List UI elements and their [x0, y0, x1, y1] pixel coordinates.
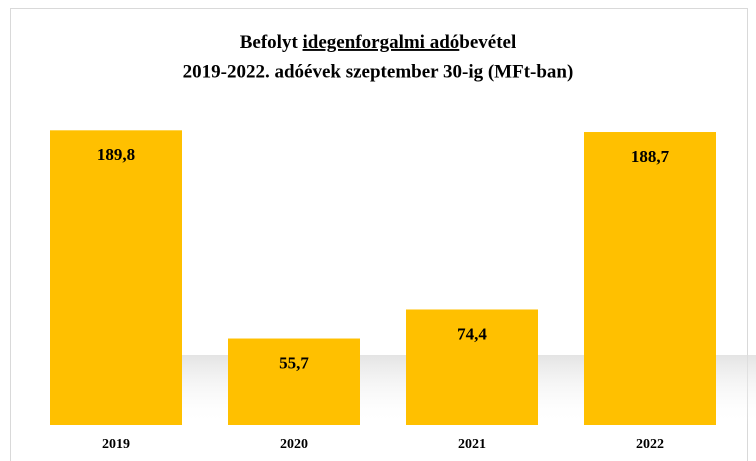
data-label: 55,7 — [279, 353, 309, 372]
bar — [50, 130, 182, 425]
x-tick-label: 2019 — [102, 437, 130, 452]
chart-title: Befolyt idegenforgalmi adóbevétel — [240, 32, 517, 53]
title-part: Befolyt — [240, 32, 303, 53]
x-tick-label: 2020 — [280, 437, 308, 452]
bar — [584, 132, 716, 425]
bar — [406, 309, 538, 425]
data-label: 74,4 — [457, 324, 487, 343]
data-label: 189,8 — [97, 145, 135, 164]
x-tick-label: 2021 — [458, 437, 486, 452]
x-tick-label: 2022 — [636, 437, 664, 452]
bar — [228, 338, 360, 425]
title-part: idegenforgalmi adó — [303, 32, 460, 53]
title-part: bevétel — [459, 32, 516, 53]
chart-subtitle: 2019-2022. adóévek szeptember 30-ig (MFt… — [183, 61, 574, 82]
data-label: 188,7 — [631, 147, 670, 166]
